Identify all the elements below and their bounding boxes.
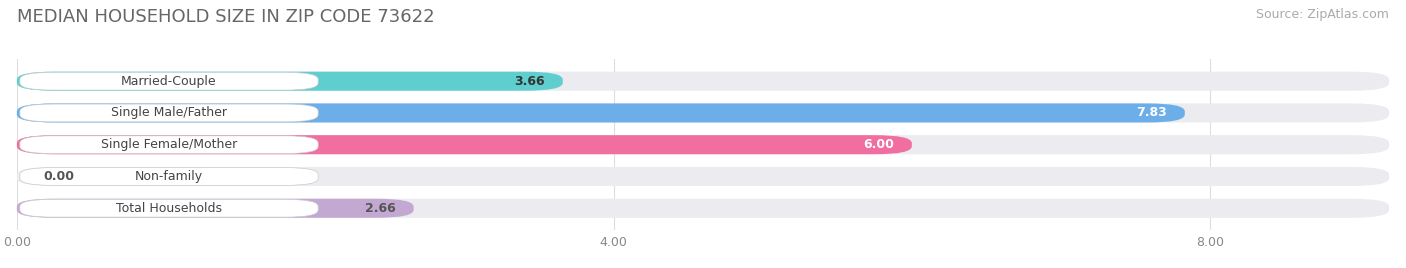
Text: 7.83: 7.83 [1136, 106, 1167, 120]
FancyBboxPatch shape [17, 167, 1389, 186]
Text: 6.00: 6.00 [863, 138, 894, 151]
FancyBboxPatch shape [17, 103, 1185, 122]
FancyBboxPatch shape [17, 199, 1389, 218]
Text: Non-family: Non-family [135, 170, 202, 183]
Text: 0.00: 0.00 [44, 170, 75, 183]
FancyBboxPatch shape [17, 72, 1389, 91]
Text: Single Male/Father: Single Male/Father [111, 106, 226, 120]
Text: Married-Couple: Married-Couple [121, 75, 217, 88]
FancyBboxPatch shape [17, 135, 912, 154]
Text: MEDIAN HOUSEHOLD SIZE IN ZIP CODE 73622: MEDIAN HOUSEHOLD SIZE IN ZIP CODE 73622 [17, 8, 434, 26]
Text: 2.66: 2.66 [366, 202, 395, 215]
Text: Source: ZipAtlas.com: Source: ZipAtlas.com [1256, 8, 1389, 21]
FancyBboxPatch shape [17, 135, 1389, 154]
FancyBboxPatch shape [17, 72, 562, 91]
Text: Single Female/Mother: Single Female/Mother [101, 138, 238, 151]
FancyBboxPatch shape [20, 72, 318, 90]
FancyBboxPatch shape [20, 104, 318, 122]
FancyBboxPatch shape [17, 199, 413, 218]
FancyBboxPatch shape [20, 199, 318, 217]
FancyBboxPatch shape [17, 103, 1389, 122]
Text: Total Households: Total Households [117, 202, 222, 215]
FancyBboxPatch shape [20, 168, 318, 185]
FancyBboxPatch shape [20, 136, 318, 154]
Text: 3.66: 3.66 [515, 75, 546, 88]
